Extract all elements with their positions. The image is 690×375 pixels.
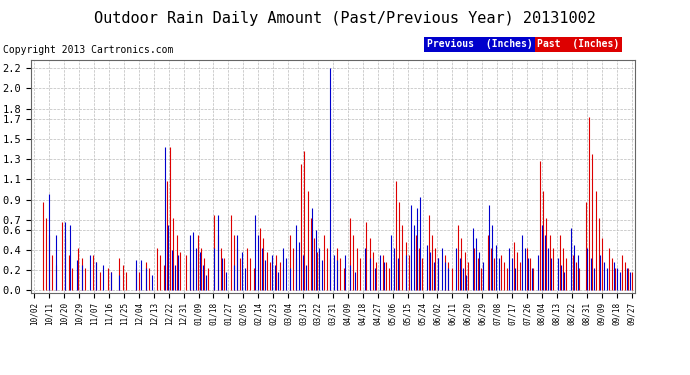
- Text: Past  (Inches): Past (Inches): [537, 39, 619, 49]
- Text: Copyright 2013 Cartronics.com: Copyright 2013 Cartronics.com: [3, 45, 174, 55]
- Text: Outdoor Rain Daily Amount (Past/Previous Year) 20131002: Outdoor Rain Daily Amount (Past/Previous…: [94, 11, 596, 26]
- Text: Previous  (Inches): Previous (Inches): [426, 39, 532, 49]
